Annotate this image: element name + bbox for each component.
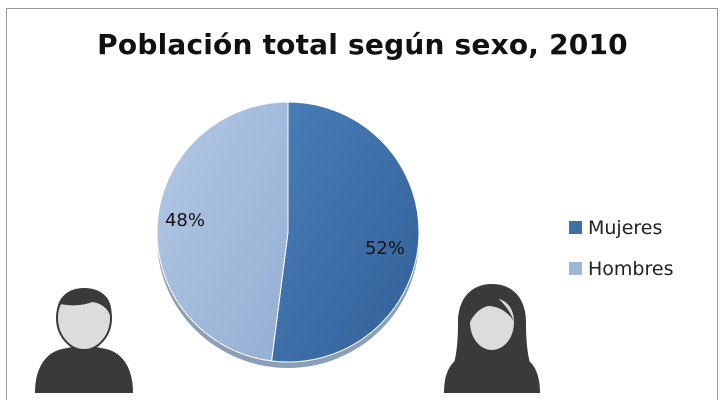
- man-silhouette-icon: [35, 288, 133, 393]
- slice-labels: 52% 48%: [165, 210, 405, 259]
- legend-swatch-mujeres: [569, 221, 582, 234]
- legend-swatch-hombres: [569, 262, 582, 275]
- woman-silhouette-icon: [444, 284, 540, 393]
- slice-label-hombres: 48%: [165, 210, 205, 231]
- pie-slice-mujeres: [271, 101, 420, 363]
- pie-slices: [156, 101, 420, 363]
- pie-slice-hombres: [156, 101, 289, 362]
- slice-label-mujeres: 52%: [365, 238, 405, 259]
- chart-title: Población total según sexo, 2010: [97, 28, 628, 61]
- legend: Mujeres Hombres: [569, 217, 673, 280]
- legend-label-mujeres: Mujeres: [588, 217, 662, 239]
- legend-label-hombres: Hombres: [588, 258, 673, 280]
